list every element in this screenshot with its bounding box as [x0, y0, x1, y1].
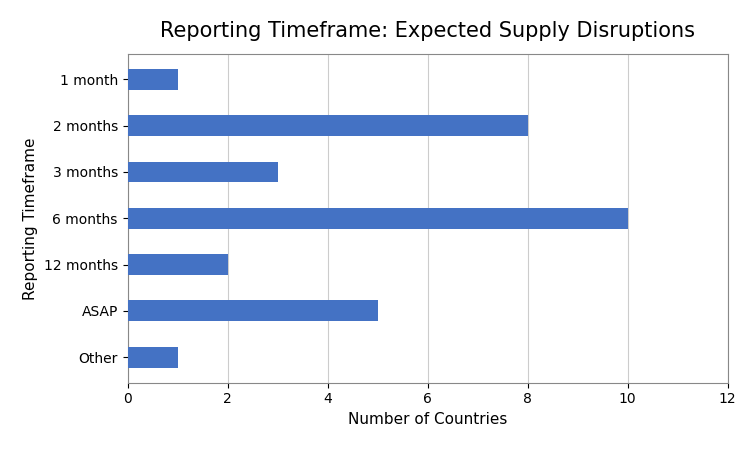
Y-axis label: Reporting Timeframe: Reporting Timeframe — [23, 137, 38, 300]
Title: Reporting Timeframe: Expected Supply Disruptions: Reporting Timeframe: Expected Supply Dis… — [160, 21, 695, 41]
Bar — [128, 347, 178, 368]
Bar — [128, 115, 527, 136]
Bar — [128, 254, 227, 275]
Bar — [128, 69, 178, 90]
Bar — [128, 301, 377, 321]
Bar — [128, 208, 628, 229]
X-axis label: Number of Countries: Number of Countries — [348, 412, 507, 427]
Bar — [128, 162, 278, 182]
